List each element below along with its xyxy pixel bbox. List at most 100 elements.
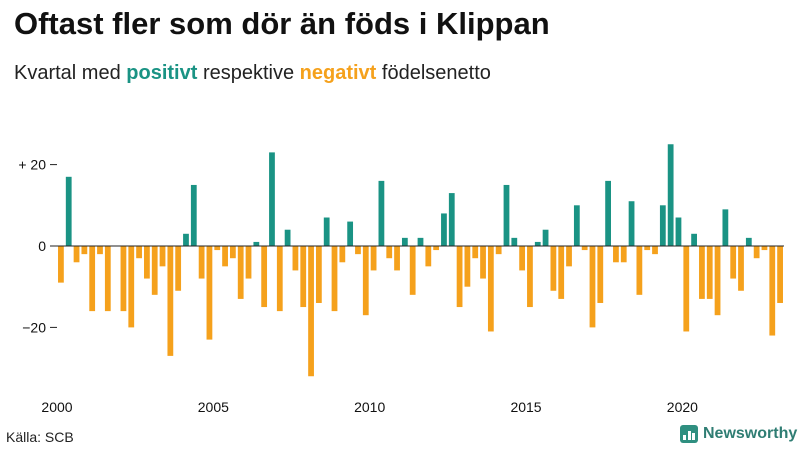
bar-4 <box>89 246 96 312</box>
x-tick-label-4: 2020 <box>667 399 698 415</box>
bar-49 <box>441 213 447 246</box>
bar-88 <box>745 237 752 246</box>
bar-25 <box>253 241 260 246</box>
bar-84 <box>714 246 721 316</box>
bar-79 <box>675 217 682 246</box>
bar-48 <box>433 246 440 251</box>
bar-60 <box>527 246 533 308</box>
bar-12 <box>151 246 158 295</box>
bar-36 <box>339 246 346 263</box>
bar-86 <box>730 246 737 279</box>
bar-65 <box>566 246 572 267</box>
subtitle-negative-word: negativt <box>299 62 377 84</box>
bar-57 <box>503 184 510 246</box>
bar-9 <box>128 246 135 328</box>
bar-52 <box>464 246 471 287</box>
bar-53 <box>472 246 479 259</box>
bar-54 <box>480 246 486 279</box>
bar-63 <box>550 246 557 291</box>
bar-15 <box>175 246 182 291</box>
bar-30 <box>292 246 299 271</box>
bar-87 <box>738 246 744 291</box>
subtitle-positive-word: positivt <box>126 62 198 84</box>
bar-90 <box>761 246 768 251</box>
bar-31 <box>300 246 307 308</box>
bar-46 <box>417 237 424 246</box>
bar-23 <box>237 246 244 299</box>
bar-39 <box>362 246 369 316</box>
bar-71 <box>613 246 619 263</box>
bar-72 <box>620 246 627 263</box>
bar-1 <box>65 176 72 246</box>
subtitle-middle: respektive <box>197 62 300 84</box>
bar-91 <box>769 246 776 336</box>
bar-20 <box>214 246 221 251</box>
y-tick-label-1: 0 <box>38 238 46 254</box>
bar-44 <box>401 237 408 246</box>
bar-73 <box>628 201 635 246</box>
bar-29 <box>284 229 291 246</box>
newsworthy-logo-icon <box>680 425 698 443</box>
bar-68 <box>589 246 596 328</box>
bar-82 <box>699 246 705 299</box>
bar-0 <box>58 246 64 283</box>
bar-16 <box>183 233 189 246</box>
source-note: Källa: SCB <box>6 429 74 445</box>
chart-title: Oftast fler som dör än föds i Klippan <box>14 6 550 41</box>
bar-85 <box>722 209 729 246</box>
bar-51 <box>456 246 463 308</box>
bar-50 <box>448 193 455 246</box>
x-tick-label-1: 2005 <box>198 399 229 415</box>
bar-64 <box>558 246 565 299</box>
bar-chart: + 20 0 −20 2000 2005 2010 2015 2020 <box>18 144 784 415</box>
bar-37 <box>347 221 354 246</box>
bar-26 <box>261 246 268 308</box>
x-tick-label-0: 2000 <box>41 399 72 415</box>
bar-19 <box>206 246 213 340</box>
bar-55 <box>487 246 494 332</box>
bar-89 <box>753 246 760 259</box>
bar-56 <box>495 246 502 255</box>
brand-name: Newsworthy <box>703 425 798 442</box>
chart-subtitle: Kvartal med positivt respektive negativt… <box>14 62 491 85</box>
bar-6 <box>104 246 111 312</box>
bar-14 <box>167 246 174 356</box>
bar-59 <box>519 246 526 271</box>
bar-45 <box>409 246 416 295</box>
bar-21 <box>222 246 228 267</box>
bar-61 <box>534 241 541 246</box>
bar-67 <box>581 246 588 251</box>
bar-40 <box>370 246 377 271</box>
bar-5 <box>97 246 103 255</box>
bar-33 <box>315 246 322 303</box>
y-tick-label-2: −20 <box>22 319 46 335</box>
bar-38 <box>355 246 361 255</box>
bar-81 <box>691 233 697 246</box>
bar-18 <box>198 246 205 279</box>
bar-58 <box>511 237 518 246</box>
subtitle-suffix: födelsenetto <box>376 62 491 84</box>
bar-80 <box>683 246 690 332</box>
bar-28 <box>276 246 283 312</box>
bar-74 <box>636 246 643 295</box>
bar-42 <box>386 246 393 259</box>
brand-logo: Newsworthy <box>680 425 797 443</box>
bar-47 <box>425 246 432 267</box>
bar-43 <box>394 246 400 271</box>
y-tick-label-0: + 20 <box>18 157 46 173</box>
x-tick-label-3: 2015 <box>510 399 541 415</box>
bar-92 <box>777 246 783 303</box>
bar-13 <box>159 246 166 267</box>
bar-22 <box>229 246 236 259</box>
bar-78 <box>667 144 674 246</box>
bar-83 <box>706 246 713 299</box>
bar-35 <box>331 246 338 312</box>
x-tick-label-2: 2010 <box>354 399 385 415</box>
bar-76 <box>652 246 658 255</box>
bar-32 <box>308 246 314 377</box>
bar-62 <box>542 229 549 246</box>
subtitle-prefix: Kvartal med <box>14 62 127 84</box>
bar-2 <box>73 246 80 263</box>
bar-10 <box>136 246 142 259</box>
bar-11 <box>144 246 150 279</box>
